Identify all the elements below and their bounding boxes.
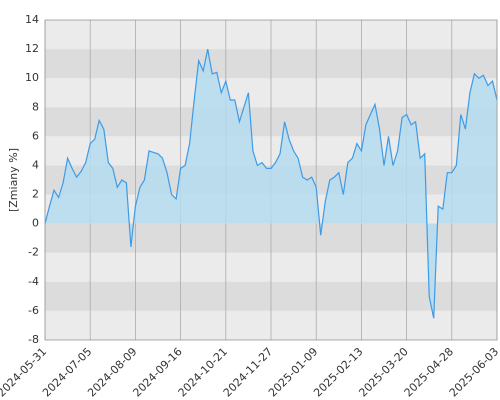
y-tick-label: -6 [28, 304, 39, 317]
y-tick-label: 8 [32, 100, 39, 113]
line [44, 48, 498, 319]
y-tick-label: 0 [32, 217, 39, 230]
y-tick-label: -2 [28, 246, 39, 259]
y-tick-label: -4 [28, 275, 39, 288]
y-tick-label: 6 [32, 129, 39, 142]
area [45, 49, 497, 319]
y-tick-label: 10 [25, 71, 39, 84]
y-tick-label: 14 [25, 13, 39, 26]
y-tick-label: 4 [32, 158, 39, 171]
plot-frame [44, 19, 498, 341]
y-tick-label: 12 [25, 42, 39, 55]
y-tick-label: -8 [28, 333, 39, 346]
y-axis-label: [Zmiany %] [7, 148, 20, 212]
y-tick-label: 2 [32, 188, 39, 201]
